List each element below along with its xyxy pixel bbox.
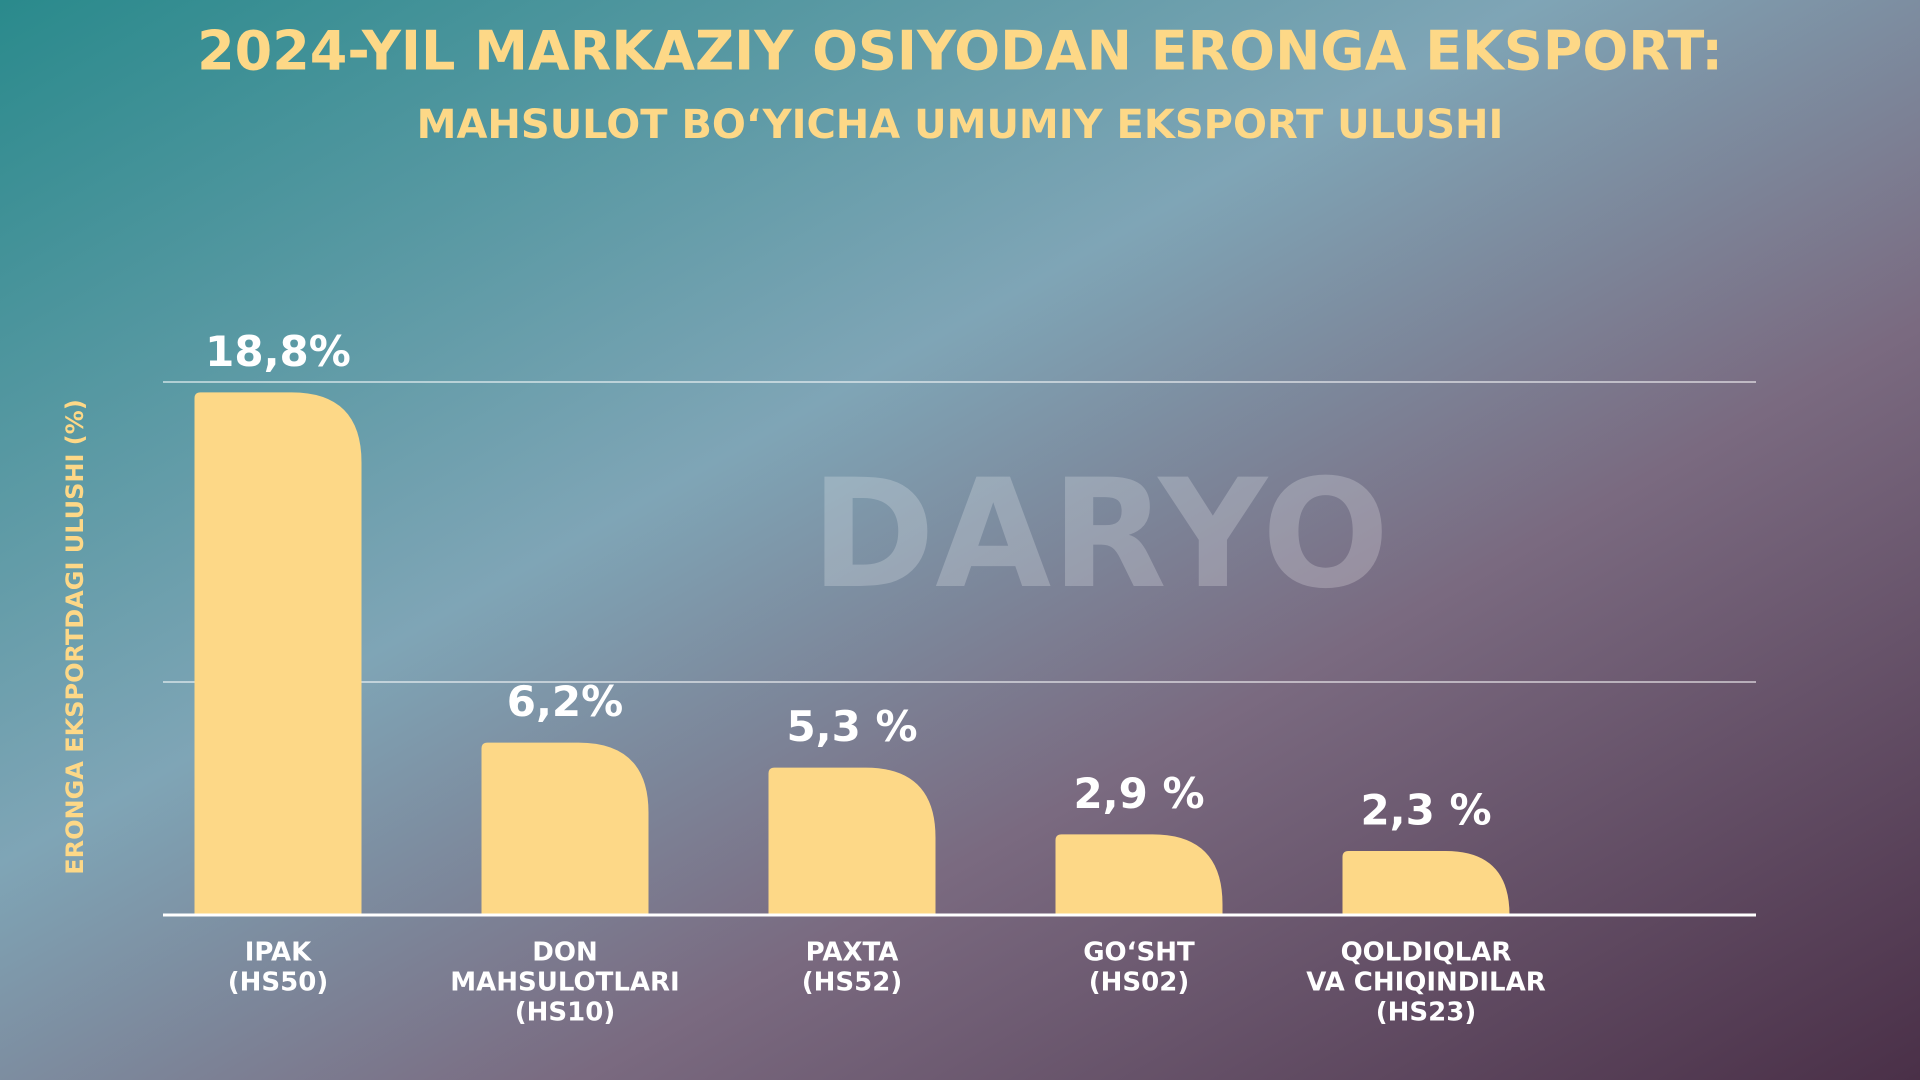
x-tick-label: MAHSULOTLARI xyxy=(450,968,679,998)
watermark: DARYO xyxy=(811,448,1390,622)
value-label: 18,8% xyxy=(205,327,351,376)
x-tick-label: IPAK xyxy=(245,938,312,968)
value-label: 2,3 % xyxy=(1360,786,1491,835)
bar xyxy=(1055,834,1223,915)
x-tick-label: GO‘SHT xyxy=(1083,938,1195,968)
x-tick-label: QOLDIQLAR xyxy=(1341,938,1512,968)
bar xyxy=(194,392,362,915)
x-tick-label: (HS50) xyxy=(228,968,328,998)
value-label: 6,2% xyxy=(507,677,623,726)
chart-title: 2024-YIL MARKAZIY OSIYODAN ERONGA EKSPOR… xyxy=(197,20,1723,83)
x-tick-label: DON xyxy=(532,938,597,968)
x-tick-label: (HS52) xyxy=(802,968,902,998)
bar xyxy=(768,767,936,915)
x-tick-label: VA CHIQINDILAR xyxy=(1306,968,1546,998)
x-tick-label: (HS23) xyxy=(1376,998,1476,1028)
value-label: 2,9 % xyxy=(1073,769,1204,818)
x-tick-label: (HS02) xyxy=(1089,968,1189,998)
x-tick-label: (HS10) xyxy=(515,998,615,1028)
bar xyxy=(481,742,649,915)
value-label: 5,3 % xyxy=(786,702,917,751)
y-axis-label: ERONGA EKSPORTDAGI ULUSHI (%) xyxy=(61,399,89,875)
bar xyxy=(1342,851,1510,915)
chart-subtitle: MAHSULOT BO‘YICHA UMUMIY EKSPORT ULUSHI xyxy=(417,102,1504,148)
x-tick-label: PAXTA xyxy=(806,938,899,968)
